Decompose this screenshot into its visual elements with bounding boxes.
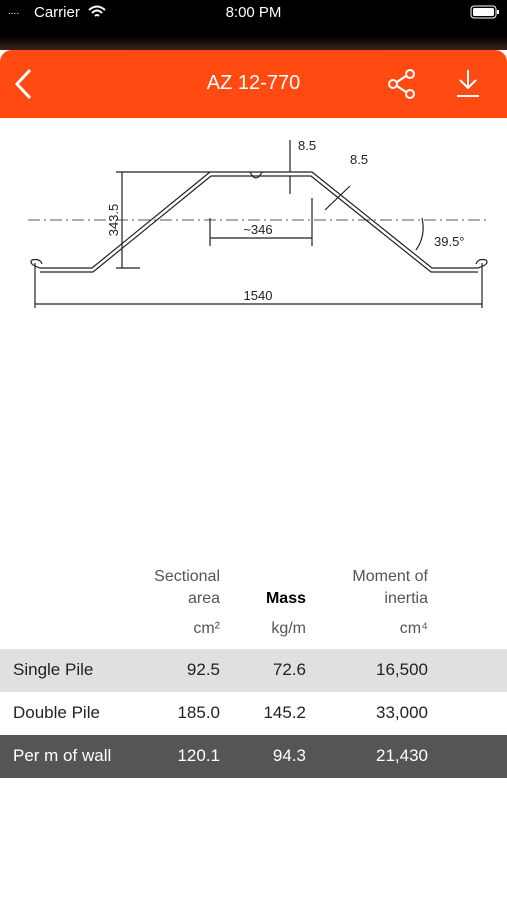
nav-title: AZ 12-770: [206, 72, 301, 94]
dimension-label: ~346: [243, 222, 272, 237]
row-label: Per m of wall: [13, 746, 112, 765]
column-unit: kg/m: [271, 620, 306, 637]
cell-value: 16,500: [376, 660, 428, 679]
cell-value: 72.6: [272, 660, 306, 679]
column-header: Sectional: [154, 568, 220, 585]
download-button[interactable]: [454, 68, 482, 100]
column-unit: cm²: [193, 620, 220, 637]
column-unit: cm⁴: [399, 620, 428, 637]
cell-value: 33,000: [376, 703, 428, 722]
share-button[interactable]: [386, 68, 418, 100]
cell-value: 21,430: [376, 746, 428, 765]
status-bar: .... Carrier 8:00 PM: [0, 0, 507, 50]
profile-drawing: 8.5 8.5 343.5 ~346 39.5° 1540: [28, 138, 490, 308]
column-header: Mass: [265, 590, 306, 607]
battery-icon: [470, 5, 499, 19]
dimension-label: 1540: [244, 288, 273, 303]
cell-value: 92.5: [186, 660, 220, 679]
time: 8:00 PM: [225, 4, 282, 21]
row-label: Single Pile: [13, 660, 94, 679]
carrier: Carrier: [34, 4, 80, 21]
nav-bar: AZ 12-770: [0, 50, 507, 118]
dimension-label: 343.5: [106, 204, 121, 237]
wifi-icon: [88, 5, 106, 17]
dimension-label: 8.5: [350, 152, 368, 167]
column-header: Moment of: [352, 568, 428, 585]
dimension-label: 39.5°: [434, 234, 465, 249]
back-button[interactable]: [12, 68, 36, 100]
column-header: inertia: [384, 590, 428, 607]
dimension-label: 8.5: [298, 138, 316, 153]
cell-value: 145.2: [263, 703, 306, 722]
cell-value: 120.1: [177, 746, 220, 765]
cell-value: 185.0: [177, 703, 220, 722]
column-header: area: [187, 590, 220, 607]
cell-value: 94.3: [272, 746, 306, 765]
signal-dots: ....: [8, 6, 20, 17]
row-label: Double Pile: [13, 703, 100, 722]
table-row: Single Pile 92.5 72.6 16,500: [0, 649, 507, 692]
